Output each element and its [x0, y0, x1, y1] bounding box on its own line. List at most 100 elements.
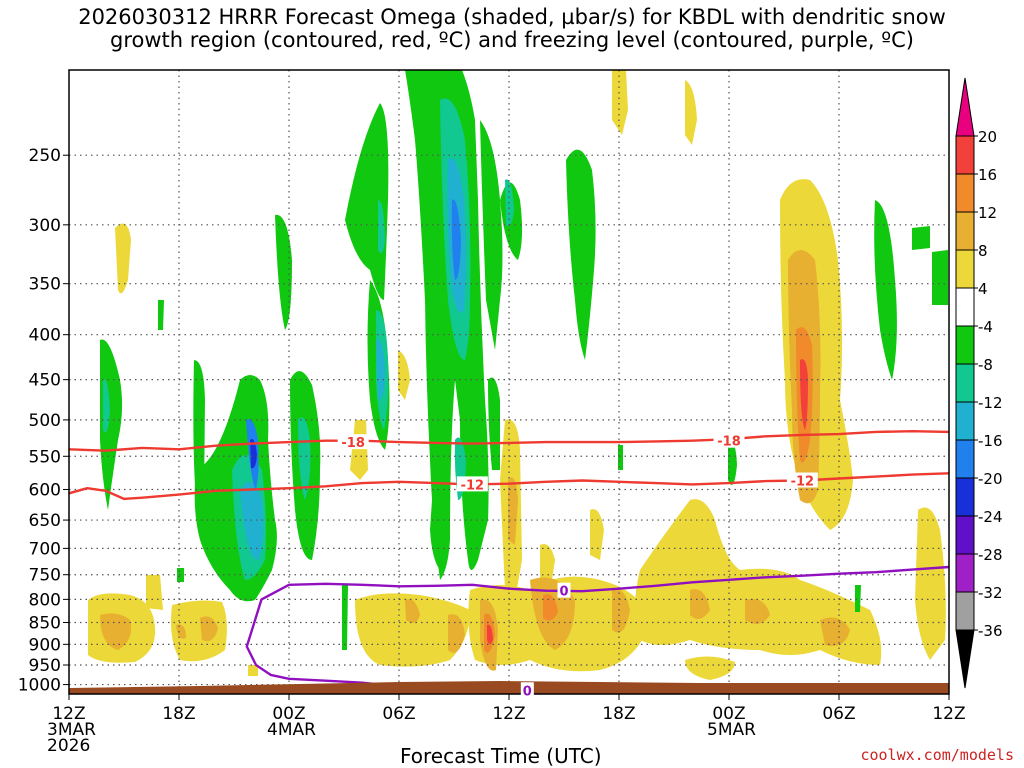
omega-blob — [176, 624, 186, 639]
omega-blob — [612, 589, 630, 633]
credit-text: coolwx.com/models — [860, 746, 1014, 764]
y-axis: 2503003504004505005506006507007508008509… — [18, 146, 69, 696]
omega-blob — [685, 656, 735, 680]
omega-blob — [543, 594, 558, 621]
contour-labels: -18 -18 -12 -12 0 0 — [337, 432, 818, 699]
x-tick-label: 12Z — [932, 704, 965, 724]
omega-extreme-negative-regions — [250, 439, 257, 469]
omega-blob — [800, 359, 808, 430]
omega-blob — [488, 377, 500, 470]
y-tick-label: 900 — [29, 635, 61, 655]
y-tick-label: 800 — [29, 590, 61, 610]
omega-blob — [158, 300, 164, 330]
y-tick-label: 850 — [29, 614, 61, 634]
omega-blob — [405, 599, 420, 624]
omega-blob — [932, 250, 948, 305]
x-tick-label: 12Z — [52, 704, 85, 724]
colorbar-swatch — [955, 325, 975, 365]
colorbar-swatch — [955, 553, 975, 593]
colorbar-swatch — [955, 249, 975, 289]
x-tick-label: 2026 — [47, 736, 90, 756]
omega-blob — [540, 544, 555, 580]
omega-blob — [590, 509, 604, 560]
x-tick-label: 3MAR — [47, 720, 96, 740]
colorbar-swatch — [955, 515, 975, 555]
x-tick-label: 00Z — [712, 704, 745, 724]
colorbar-label: -16 — [978, 432, 1003, 450]
contour-label: 0 — [559, 585, 568, 600]
colorbar-swatch — [955, 173, 975, 213]
contour-line — [69, 430, 949, 452]
terrain — [69, 681, 949, 694]
y-tick-label: 650 — [29, 511, 61, 531]
omega-blob — [193, 360, 205, 500]
omega-blob — [103, 379, 110, 433]
colorbar-swatch — [955, 629, 975, 689]
omega-blob — [378, 200, 385, 254]
colorbar-label: -36 — [978, 622, 1003, 640]
contour-label: 0 — [523, 684, 532, 699]
colorbar-swatch — [955, 211, 975, 251]
y-tick-label: 950 — [29, 656, 61, 676]
colorbar-label: 8 — [978, 242, 988, 260]
omega-blob — [376, 339, 385, 400]
omega-blob — [618, 445, 623, 470]
colorbar-label: -4 — [978, 318, 993, 336]
omega-blob — [728, 439, 737, 485]
omega-blob — [451, 199, 461, 280]
y-tick-label: 250 — [29, 146, 61, 166]
contour-label: -12 — [791, 474, 815, 489]
omega-blob — [355, 593, 470, 667]
contour-label-background — [456, 476, 488, 492]
y-tick-label: 700 — [29, 539, 61, 559]
omega-blob — [171, 600, 227, 662]
x-tick-label: 12Z — [492, 704, 525, 724]
omega-blob — [342, 585, 348, 650]
y-tick-label: 1000 — [18, 676, 61, 696]
x-tick-label: 06Z — [822, 704, 855, 724]
contour-line — [245, 565, 949, 694]
x-tick-label: 5MAR — [707, 720, 756, 740]
omega-blob — [250, 439, 257, 469]
colorbar-swatch — [955, 135, 975, 175]
y-tick-label: 450 — [29, 371, 61, 391]
omega-blob — [487, 624, 493, 644]
y-tick-label: 600 — [29, 481, 61, 501]
colorbar-label: -8 — [978, 356, 993, 374]
y-tick-label: 550 — [29, 447, 61, 467]
colorbar-swatch — [955, 439, 975, 479]
contour-label-background — [786, 472, 818, 488]
colorbar-label: -28 — [978, 546, 1003, 564]
colorbar-label: -12 — [978, 394, 1003, 412]
contour-label: -12 — [461, 478, 485, 493]
contour-label-background — [337, 434, 369, 450]
omega-blob — [345, 103, 389, 300]
omega-blob — [745, 599, 770, 624]
omega-blob — [115, 223, 131, 294]
omega-blob — [508, 477, 518, 545]
omega-shading — [88, 70, 948, 680]
y-tick-label: 300 — [29, 216, 61, 236]
colorbar-label: -32 — [978, 584, 1003, 602]
y-tick-label: 750 — [29, 566, 61, 586]
omega-blob — [820, 617, 850, 646]
colorbar-swatch — [955, 401, 975, 441]
colorbar-label: -20 — [978, 470, 1003, 488]
colorbar-label: 16 — [978, 166, 997, 184]
colorbar-swatch — [955, 591, 975, 631]
omega-blob — [685, 80, 697, 145]
omega-blob — [855, 585, 861, 612]
contour-label: -18 — [341, 436, 365, 451]
colorbar-swatch — [955, 363, 975, 403]
omega-blob — [566, 149, 596, 360]
y-tick-label: 500 — [29, 411, 61, 431]
contour-label: -18 — [717, 435, 741, 450]
contour-label-background — [713, 432, 745, 448]
omega-blob — [612, 70, 628, 135]
omega-very-strong-positive-regions — [487, 359, 808, 644]
colorbar-label: 4 — [978, 280, 988, 298]
ground-surface — [69, 681, 949, 694]
x-tick-label: 18Z — [602, 704, 635, 724]
x-tick-label: 06Z — [382, 704, 415, 724]
omega-blob — [912, 226, 930, 250]
